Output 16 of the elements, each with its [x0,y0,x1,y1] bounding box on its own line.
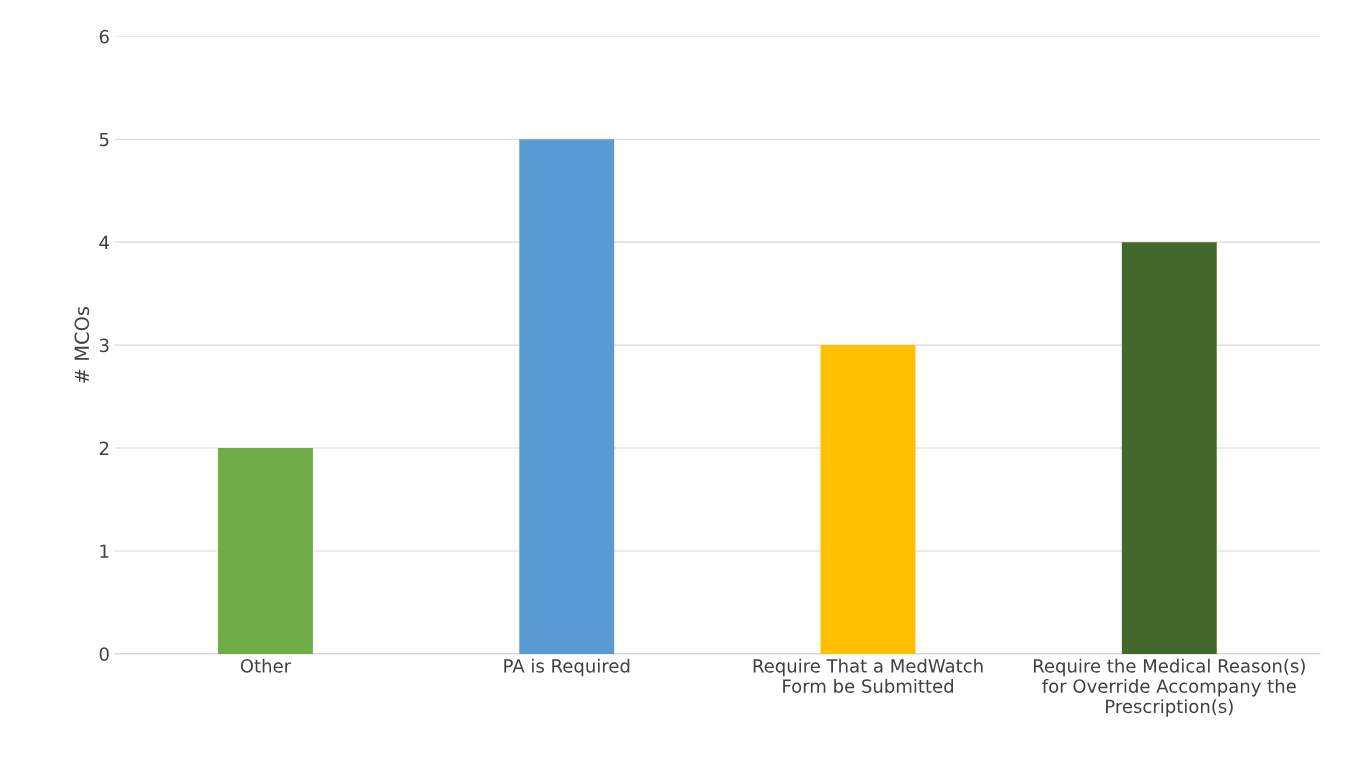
x-tick-label: Require the Medical Reason(s) for Override Accompany the Prescription(s) [1033,658,1305,717]
x-tick-label: Require That a MedWatch Form be Submitted [753,658,983,693]
y-tick-label: 0 [99,647,109,661]
bar [519,139,615,654]
x-tick-label: Other [240,658,292,673]
y-tick-label: 1 [100,544,109,558]
y-tick-label: 2 [99,441,109,455]
bar [218,448,313,654]
y-tick-label: 3 [99,338,109,353]
y-axis-title: # MCOs [74,306,90,383]
y-tick-label: 5 [99,132,109,147]
x-tick-label: PA is Required [504,658,630,677]
bar [820,345,916,654]
y-tick-label: 6 [99,29,109,44]
y-tick-label: 4 [99,235,109,250]
bar [1121,242,1217,654]
